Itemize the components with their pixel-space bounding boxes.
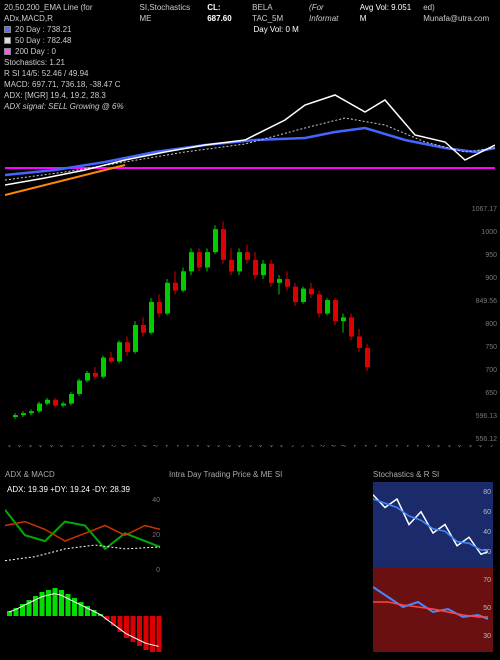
svg-text:70: 70 <box>483 577 491 584</box>
svg-text:80: 80 <box>483 489 491 496</box>
svg-text:ADX: 19.39 +DY: 19.24 -DY:: ADX: 19.39 +DY: 19.24 -DY: 28.39 <box>7 485 131 494</box>
indicator-panels: ADX & MACD ADX: 19.39 +DY: 19.24 -DY: 28… <box>5 482 495 652</box>
svg-text:20: 20 <box>152 532 160 539</box>
candlestick-chart: 1067.171000950900849.56800750700650596.1… <box>5 210 495 440</box>
svg-text:20: 20 <box>483 549 491 556</box>
adx-macd-panel: ADX & MACD ADX: 19.39 +DY: 19.24 -DY: 28… <box>5 482 165 652</box>
header-info: 20,50,200_EMA Line (for ADx,MACD,R SI,St… <box>0 0 500 85</box>
svg-text:40: 40 <box>483 529 491 536</box>
svg-text:60: 60 <box>483 509 491 516</box>
svg-text:30: 30 <box>483 633 491 640</box>
day-vol: Day Vol: 0 M <box>253 24 298 35</box>
close-price: CL: 687.60 <box>207 2 244 24</box>
svg-text:0: 0 <box>156 567 160 574</box>
ema-line-chart <box>5 90 495 200</box>
ema20-swatch <box>4 26 11 33</box>
intraday-panel: Intra Day Trading Price & ME SI <box>169 482 369 652</box>
svg-text:40: 40 <box>152 497 160 504</box>
ema200-swatch <box>4 48 11 55</box>
stochastics-rsi-panel: Stochastics & R SI 80604020705030 <box>373 482 493 652</box>
ema50-swatch <box>4 37 11 44</box>
avg-vol: Avg Vol: 9.051 M <box>360 2 415 24</box>
svg-text:50: 50 <box>483 605 491 612</box>
